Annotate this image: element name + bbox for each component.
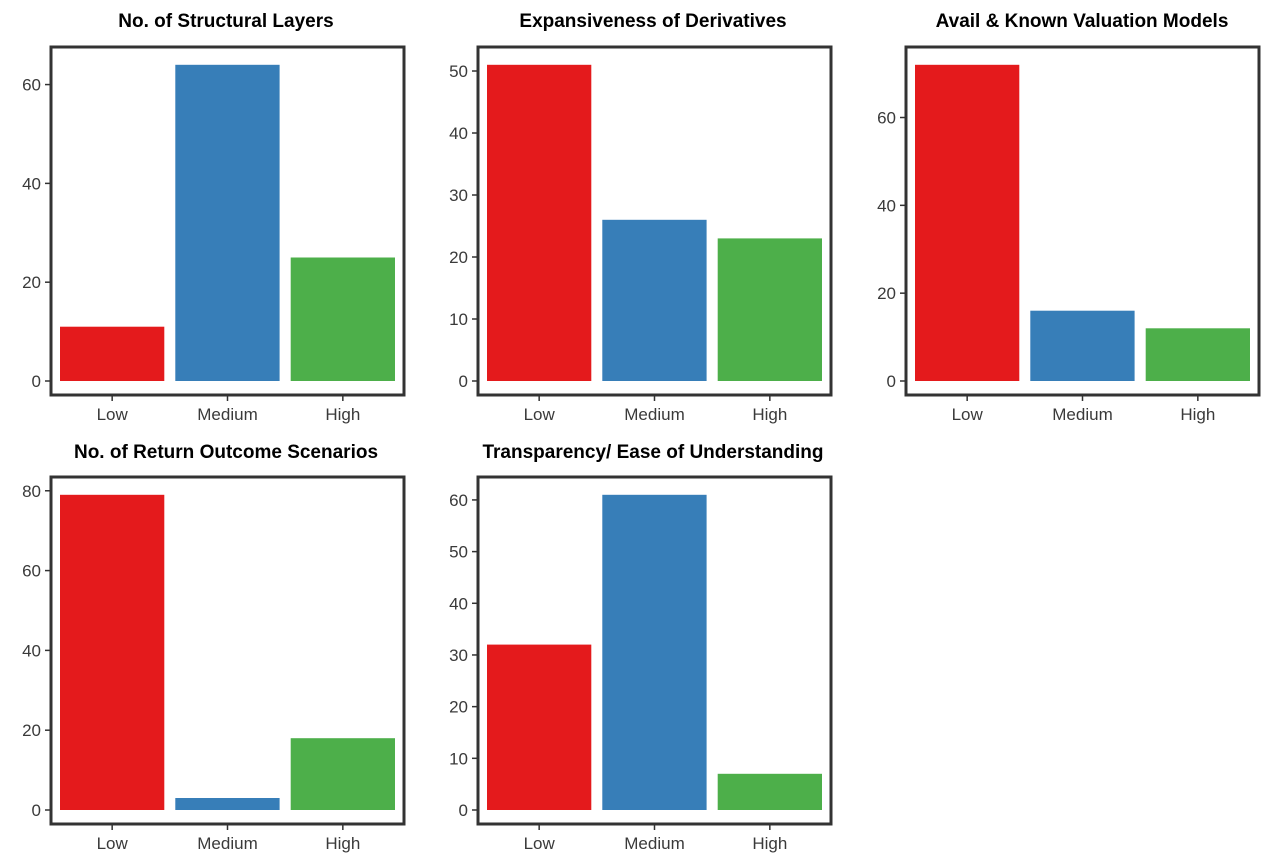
bar-medium [175, 64, 280, 382]
y-tick-label: 60 [22, 562, 41, 581]
y-tick-label: 60 [22, 76, 41, 95]
bar-low [60, 326, 165, 381]
y-tick-label: 20 [22, 273, 41, 292]
y-tick-label: 30 [449, 646, 468, 665]
y-tick-label: 0 [459, 372, 468, 391]
bar-medium [602, 494, 707, 810]
y-tick-label: 0 [459, 801, 468, 820]
x-tick-label: High [752, 405, 787, 424]
x-tick-label: Medium [1052, 405, 1112, 424]
x-tick-label: High [325, 834, 360, 853]
y-tick-label: 20 [449, 698, 468, 717]
bar-low [487, 64, 592, 382]
y-tick-label: 60 [877, 109, 896, 128]
bar-high [717, 238, 822, 381]
panel-frame [49, 475, 406, 826]
panel-title: Expansiveness of Derivatives [519, 11, 786, 32]
panel-frame [476, 475, 833, 826]
panel-frame [904, 45, 1261, 397]
y-tick-label: 10 [449, 749, 468, 768]
chart-panel-3: Avail & Known Valuation Models Low Medium H… [877, 11, 1261, 424]
panel-frame [476, 45, 833, 397]
y-tick-label: 40 [22, 641, 41, 660]
y-tick-label: 40 [877, 196, 896, 215]
y-tick-label: 50 [449, 543, 468, 562]
x-tick-label: Medium [197, 834, 257, 853]
y-tick-label: 20 [877, 284, 896, 303]
x-tick-label: Medium [197, 405, 257, 424]
y-tick-label: 0 [32, 801, 41, 820]
x-tick-label: High [325, 405, 360, 424]
x-tick-label: High [1180, 405, 1215, 424]
y-tick-label: 80 [22, 482, 41, 501]
bar-medium [175, 798, 280, 810]
y-tick-label: 50 [449, 62, 468, 81]
x-tick-label: Low [952, 405, 984, 424]
chart-panel-5: Transparency/ Ease of Understanding Low Me… [449, 442, 833, 853]
panel-frame [49, 45, 406, 397]
panel-title: No. of Structural Layers [118, 11, 333, 32]
chart-panel-4: No. of Return Outcome Scenarios Low Medium… [22, 442, 406, 853]
y-tick-label: 20 [449, 248, 468, 267]
y-tick-label: 40 [22, 174, 41, 193]
y-tick-label: 20 [22, 721, 41, 740]
x-tick-label: Low [97, 405, 129, 424]
y-tick-label: 0 [887, 372, 896, 391]
x-tick-label: Low [524, 834, 556, 853]
x-tick-label: Medium [624, 834, 684, 853]
panel-title: No. of Return Outcome Scenarios [74, 442, 378, 463]
panel-title: Avail & Known Valuation Models [936, 11, 1229, 32]
x-tick-label: Low [524, 405, 556, 424]
bar-high [290, 257, 395, 381]
y-tick-label: 30 [449, 186, 468, 205]
x-tick-label: Low [97, 834, 129, 853]
bar-high [717, 773, 822, 810]
chart-panel-2: Expansiveness of Derivatives Low Medium Hig… [449, 11, 833, 424]
bar-low [487, 644, 592, 810]
y-tick-label: 10 [449, 310, 468, 329]
bar-high [1145, 328, 1250, 381]
panel-title: Transparency/ Ease of Understanding [482, 442, 823, 463]
bar-low [915, 64, 1020, 382]
y-tick-label: 60 [449, 491, 468, 510]
y-tick-label: 40 [449, 124, 468, 143]
bar-high [290, 738, 395, 810]
y-tick-label: 40 [449, 594, 468, 613]
bar-medium [602, 219, 707, 381]
chart-panel-1: No. of Structural Layers Low Medium High 0 20… [22, 11, 406, 424]
y-tick-label: 0 [32, 372, 41, 391]
x-tick-label: High [752, 834, 787, 853]
bar-low [60, 494, 165, 810]
x-tick-label: Medium [624, 405, 684, 424]
bar-medium [1030, 310, 1135, 381]
